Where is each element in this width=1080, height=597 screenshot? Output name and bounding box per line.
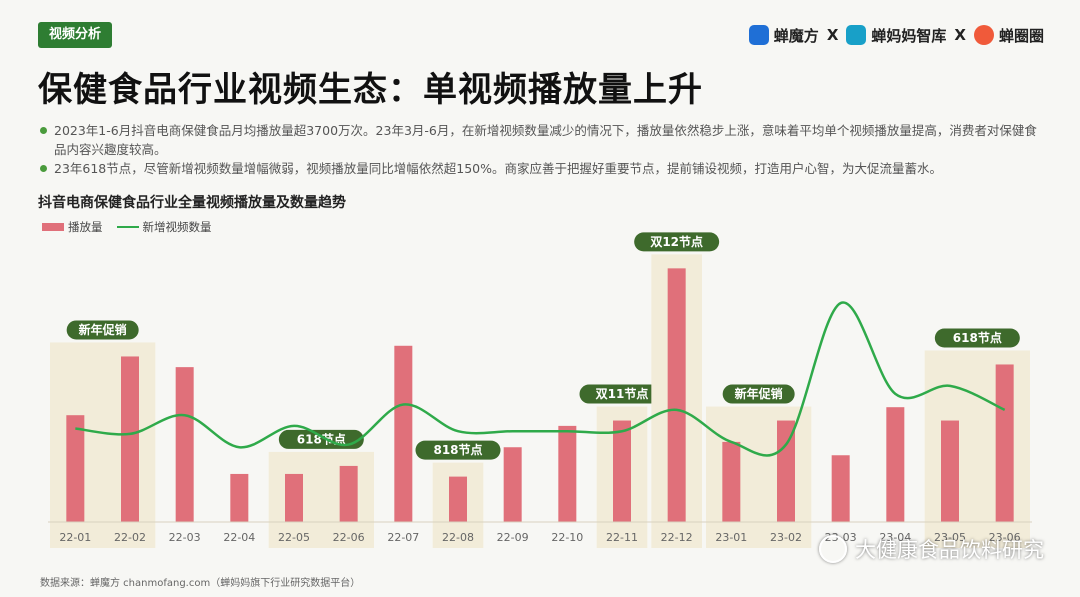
x-tick-label: 22-11 (606, 531, 638, 544)
bar (941, 420, 959, 522)
highlight-label-pill (66, 320, 139, 340)
bar (339, 465, 358, 522)
watermark: 大健康食品饮料研究 (819, 534, 1044, 564)
bar (831, 455, 850, 522)
legend-label: 播放量 (68, 220, 103, 234)
highlight-label: 新年促销 (79, 322, 127, 337)
bar (503, 447, 522, 522)
brand-name: 蝉妈妈智库 (871, 26, 947, 45)
highlight-label-pill (934, 328, 1020, 348)
legend-label: 新增视频数量 (142, 220, 212, 234)
x-tick-label: 22-08 (442, 531, 474, 544)
x-tick-label: 22-09 (497, 531, 529, 544)
bar (449, 476, 467, 522)
watermark-text: 大健康食品饮料研究 (855, 538, 1044, 562)
bar (777, 420, 795, 522)
highlight-label: 双12节点 (650, 234, 703, 249)
bullet-item: 23年618节点，尽管新增视频数量增幅微弱，视频播放量同比增幅依然超150%。商… (38, 159, 1048, 178)
bar (722, 441, 741, 522)
brand-chanquanquan: 蝉圈圈 (973, 25, 1044, 46)
legend-line-swatch (116, 226, 139, 228)
bar (175, 367, 194, 522)
x-tick-label: 22-04 (223, 531, 255, 544)
series-line-new-videos (75, 301, 1006, 457)
chanmofang-logo-icon (748, 25, 769, 45)
chanquanquan-logo-icon (973, 25, 994, 45)
bar (558, 425, 577, 522)
x-tick-label: 22-03 (169, 531, 201, 544)
legend-item-plays: 播放量 (42, 219, 103, 235)
chart-title: 抖音电商保健食品行业全量视频播放量及数量趋势 (38, 195, 346, 211)
bullet-item: 2023年1-6月抖音电商保健食品月均播放量超3700万次。23年3月-6月，在… (38, 121, 1048, 159)
brand-name: 蝉圈圈 (998, 26, 1044, 45)
highlight-label-pill (722, 384, 795, 404)
bar (886, 407, 905, 522)
bar (66, 415, 85, 522)
highlight-band (924, 350, 1030, 548)
legend-item-videos: 新增视频数量 (116, 219, 212, 235)
highlight-band (50, 342, 156, 548)
brand-chanmama: 蝉妈妈智库 (846, 25, 946, 46)
chart-legend: 播放量 新增视频数量 (42, 219, 212, 235)
brand-name: 蝉魔方 (773, 26, 819, 45)
x-tick-label: 23-01 (715, 531, 747, 544)
summary-bullets: 2023年1-6月抖音电商保健食品月均播放量超3700万次。23年3月-6月，在… (38, 121, 1048, 178)
bar (121, 356, 139, 522)
section-tag: 视频分析 (38, 22, 112, 48)
x-tick-label: 22-01 (59, 531, 91, 544)
bar (667, 268, 686, 522)
brand-chanmofang: 蝉魔方 (748, 25, 819, 46)
x-tick-label: 22-02 (114, 531, 146, 544)
highlight-label: 818节点 (433, 442, 482, 457)
page-title: 保健食品行业视频生态：单视频播放量上升 (38, 70, 703, 110)
legend-bar-swatch (42, 223, 64, 231)
highlight-label-pill (579, 384, 665, 404)
brand-separator: X (826, 26, 839, 44)
brand-separator: X (954, 26, 966, 44)
x-tick-label: 23-06 (989, 531, 1021, 544)
highlight-label: 618节点 (953, 330, 1002, 345)
x-tick-label: 22-10 (551, 531, 583, 544)
bar (230, 473, 249, 522)
x-tick-label: 22-05 (278, 531, 310, 544)
chanmama-logo-icon (846, 25, 867, 45)
highlight-label-pill (634, 232, 720, 252)
bar (394, 345, 413, 522)
highlight-label-pill (415, 440, 501, 460)
bar (995, 364, 1014, 522)
x-tick-label: 23-02 (770, 531, 802, 544)
data-source: 数据来源：蝉魔方 chanmofang.com（蝉妈妈旗下行业研究数据平台） (40, 578, 361, 589)
bar (285, 473, 303, 522)
x-tick-label: 23-05 (934, 531, 966, 544)
wechat-icon (819, 535, 847, 563)
x-tick-label: 22-07 (387, 531, 419, 544)
x-tick-label: 22-12 (661, 531, 693, 544)
x-tick-label: 23-04 (879, 531, 911, 544)
highlight-label: 新年促销 (735, 386, 783, 401)
brand-bar: 蝉魔方 X 蝉妈妈智库 X 蝉圈圈 (748, 22, 1044, 48)
x-tick-label: 22-06 (333, 531, 365, 544)
bar (613, 420, 631, 522)
highlight-label: 双11节点 (596, 386, 649, 401)
